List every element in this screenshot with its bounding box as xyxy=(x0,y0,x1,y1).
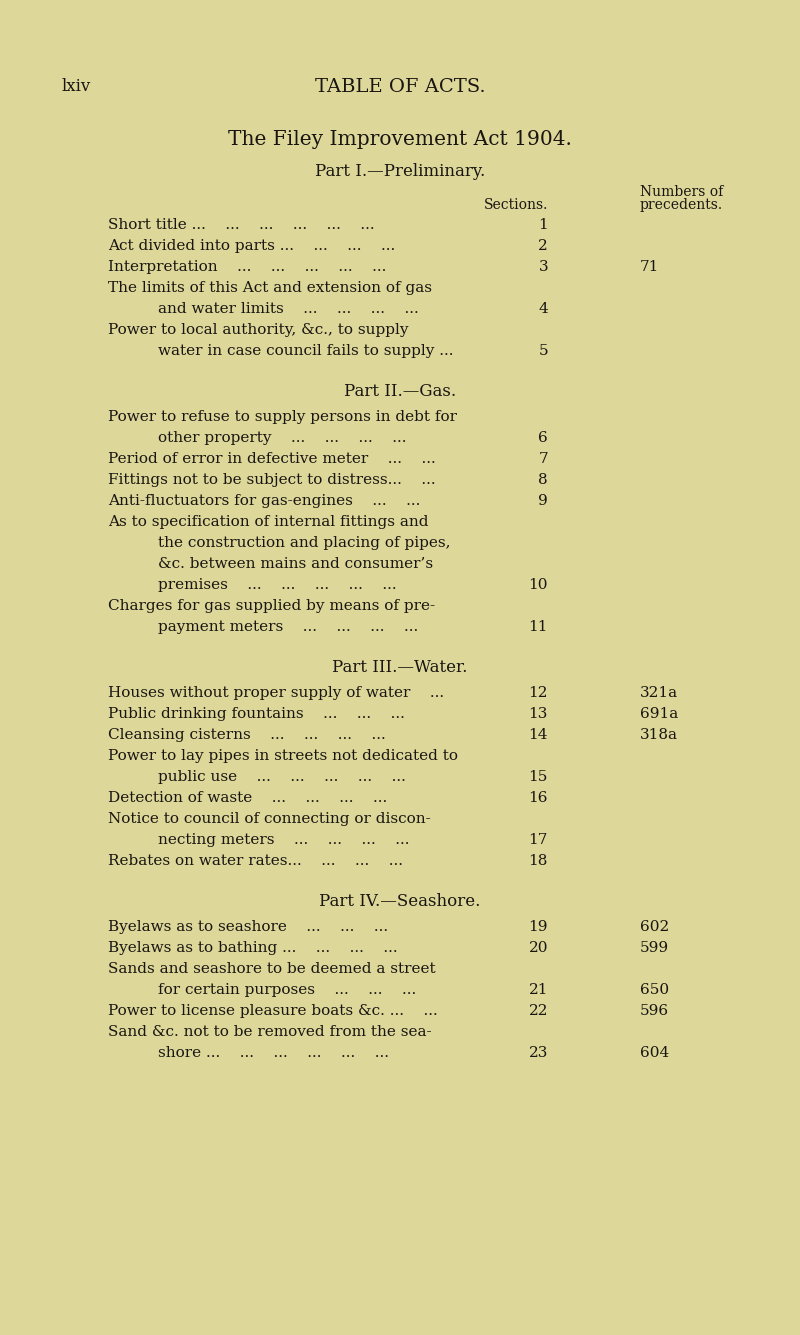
Text: payment meters    ...    ...    ...    ...: payment meters ... ... ... ... xyxy=(158,619,418,634)
Text: 3: 3 xyxy=(538,260,548,274)
Text: Byelaws as to bathing ...    ...    ...    ...: Byelaws as to bathing ... ... ... ... xyxy=(108,941,398,955)
Text: 691a: 691a xyxy=(640,708,678,721)
Text: Interpretation    ...    ...    ...    ...    ...: Interpretation ... ... ... ... ... xyxy=(108,260,386,274)
Text: necting meters    ...    ...    ...    ...: necting meters ... ... ... ... xyxy=(158,833,410,846)
Text: 9: 9 xyxy=(538,494,548,509)
Text: 6: 6 xyxy=(538,431,548,445)
Text: 596: 596 xyxy=(640,1004,669,1019)
Text: 2: 2 xyxy=(538,239,548,254)
Text: public use    ...    ...    ...    ...    ...: public use ... ... ... ... ... xyxy=(158,770,406,784)
Text: Fittings not to be subject to distress...    ...: Fittings not to be subject to distress..… xyxy=(108,473,436,487)
Text: 18: 18 xyxy=(529,854,548,868)
Text: 19: 19 xyxy=(529,920,548,934)
Text: 16: 16 xyxy=(529,792,548,805)
Text: Power to license pleasure boats &c. ...    ...: Power to license pleasure boats &c. ... … xyxy=(108,1004,438,1019)
Text: other property    ...    ...    ...    ...: other property ... ... ... ... xyxy=(158,431,406,445)
Text: 10: 10 xyxy=(529,578,548,591)
Text: Anti-fluctuators for gas-engines    ...    ...: Anti-fluctuators for gas-engines ... ... xyxy=(108,494,420,509)
Text: Sand &c. not to be removed from the sea-: Sand &c. not to be removed from the sea- xyxy=(108,1025,432,1039)
Text: Houses without proper supply of water    ...: Houses without proper supply of water ..… xyxy=(108,686,444,700)
Text: 17: 17 xyxy=(529,833,548,846)
Text: premises    ...    ...    ...    ...    ...: premises ... ... ... ... ... xyxy=(158,578,397,591)
Text: As to specification of internal fittings and: As to specification of internal fittings… xyxy=(108,515,429,529)
Text: Period of error in defective meter    ...    ...: Period of error in defective meter ... .… xyxy=(108,453,436,466)
Text: 1: 1 xyxy=(538,218,548,232)
Text: 14: 14 xyxy=(529,728,548,742)
Text: shore ...    ...    ...    ...    ...    ...: shore ... ... ... ... ... ... xyxy=(158,1047,389,1060)
Text: Part II.—Gas.: Part II.—Gas. xyxy=(344,383,456,400)
Text: 15: 15 xyxy=(529,770,548,784)
Text: 599: 599 xyxy=(640,941,669,955)
Text: and water limits    ...    ...    ...    ...: and water limits ... ... ... ... xyxy=(158,302,418,316)
Text: 23: 23 xyxy=(529,1047,548,1060)
Text: 71: 71 xyxy=(640,260,659,274)
Text: Byelaws as to seashore    ...    ...    ...: Byelaws as to seashore ... ... ... xyxy=(108,920,388,934)
Text: Public drinking fountains    ...    ...    ...: Public drinking fountains ... ... ... xyxy=(108,708,405,721)
Text: lxiv: lxiv xyxy=(62,77,91,95)
Text: Notice to council of connecting or discon-: Notice to council of connecting or disco… xyxy=(108,812,430,826)
Text: 8: 8 xyxy=(538,473,548,487)
Text: 13: 13 xyxy=(529,708,548,721)
Text: Short title ...    ...    ...    ...    ...    ...: Short title ... ... ... ... ... ... xyxy=(108,218,374,232)
Text: precedents.: precedents. xyxy=(640,198,723,212)
Text: Power to lay pipes in streets not dedicated to: Power to lay pipes in streets not dedica… xyxy=(108,749,458,764)
Text: Cleansing cisterns    ...    ...    ...    ...: Cleansing cisterns ... ... ... ... xyxy=(108,728,386,742)
Text: TABLE OF ACTS.: TABLE OF ACTS. xyxy=(314,77,486,96)
Text: Part I.—Preliminary.: Part I.—Preliminary. xyxy=(315,163,485,180)
Text: The Filey Improvement Act 1904.: The Filey Improvement Act 1904. xyxy=(228,129,572,150)
Text: for certain purposes    ...    ...    ...: for certain purposes ... ... ... xyxy=(158,983,416,997)
Text: Rebates on water rates...    ...    ...    ...: Rebates on water rates... ... ... ... xyxy=(108,854,403,868)
Text: 22: 22 xyxy=(529,1004,548,1019)
Text: Charges for gas supplied by means of pre-: Charges for gas supplied by means of pre… xyxy=(108,599,435,613)
Text: the construction and placing of pipes,: the construction and placing of pipes, xyxy=(158,535,450,550)
Text: Numbers of: Numbers of xyxy=(640,186,723,199)
Text: 4: 4 xyxy=(538,302,548,316)
Text: 602: 602 xyxy=(640,920,670,934)
Text: Sections.: Sections. xyxy=(484,198,548,212)
Text: Part IV.—Seashore.: Part IV.—Seashore. xyxy=(319,893,481,910)
Text: 12: 12 xyxy=(529,686,548,700)
Text: 20: 20 xyxy=(529,941,548,955)
Text: Detection of waste    ...    ...    ...    ...: Detection of waste ... ... ... ... xyxy=(108,792,387,805)
Text: 11: 11 xyxy=(529,619,548,634)
Text: 650: 650 xyxy=(640,983,669,997)
Text: The limits of this Act and extension of gas: The limits of this Act and extension of … xyxy=(108,280,432,295)
Text: 604: 604 xyxy=(640,1047,670,1060)
Text: 5: 5 xyxy=(538,344,548,358)
Text: Power to refuse to supply persons in debt for: Power to refuse to supply persons in deb… xyxy=(108,410,457,425)
Text: 7: 7 xyxy=(538,453,548,466)
Text: &c. between mains and consumer’s: &c. between mains and consumer’s xyxy=(158,557,433,571)
Text: water in case council fails to supply ...: water in case council fails to supply ..… xyxy=(158,344,454,358)
Text: Act divided into parts ...    ...    ...    ...: Act divided into parts ... ... ... ... xyxy=(108,239,395,254)
Text: 21: 21 xyxy=(529,983,548,997)
Text: Sands and seashore to be deemed a street: Sands and seashore to be deemed a street xyxy=(108,963,436,976)
Text: Power to local authority, &c., to supply: Power to local authority, &c., to supply xyxy=(108,323,409,336)
Text: 321a: 321a xyxy=(640,686,678,700)
Text: 318a: 318a xyxy=(640,728,678,742)
Text: Part III.—Water.: Part III.—Water. xyxy=(332,659,468,676)
